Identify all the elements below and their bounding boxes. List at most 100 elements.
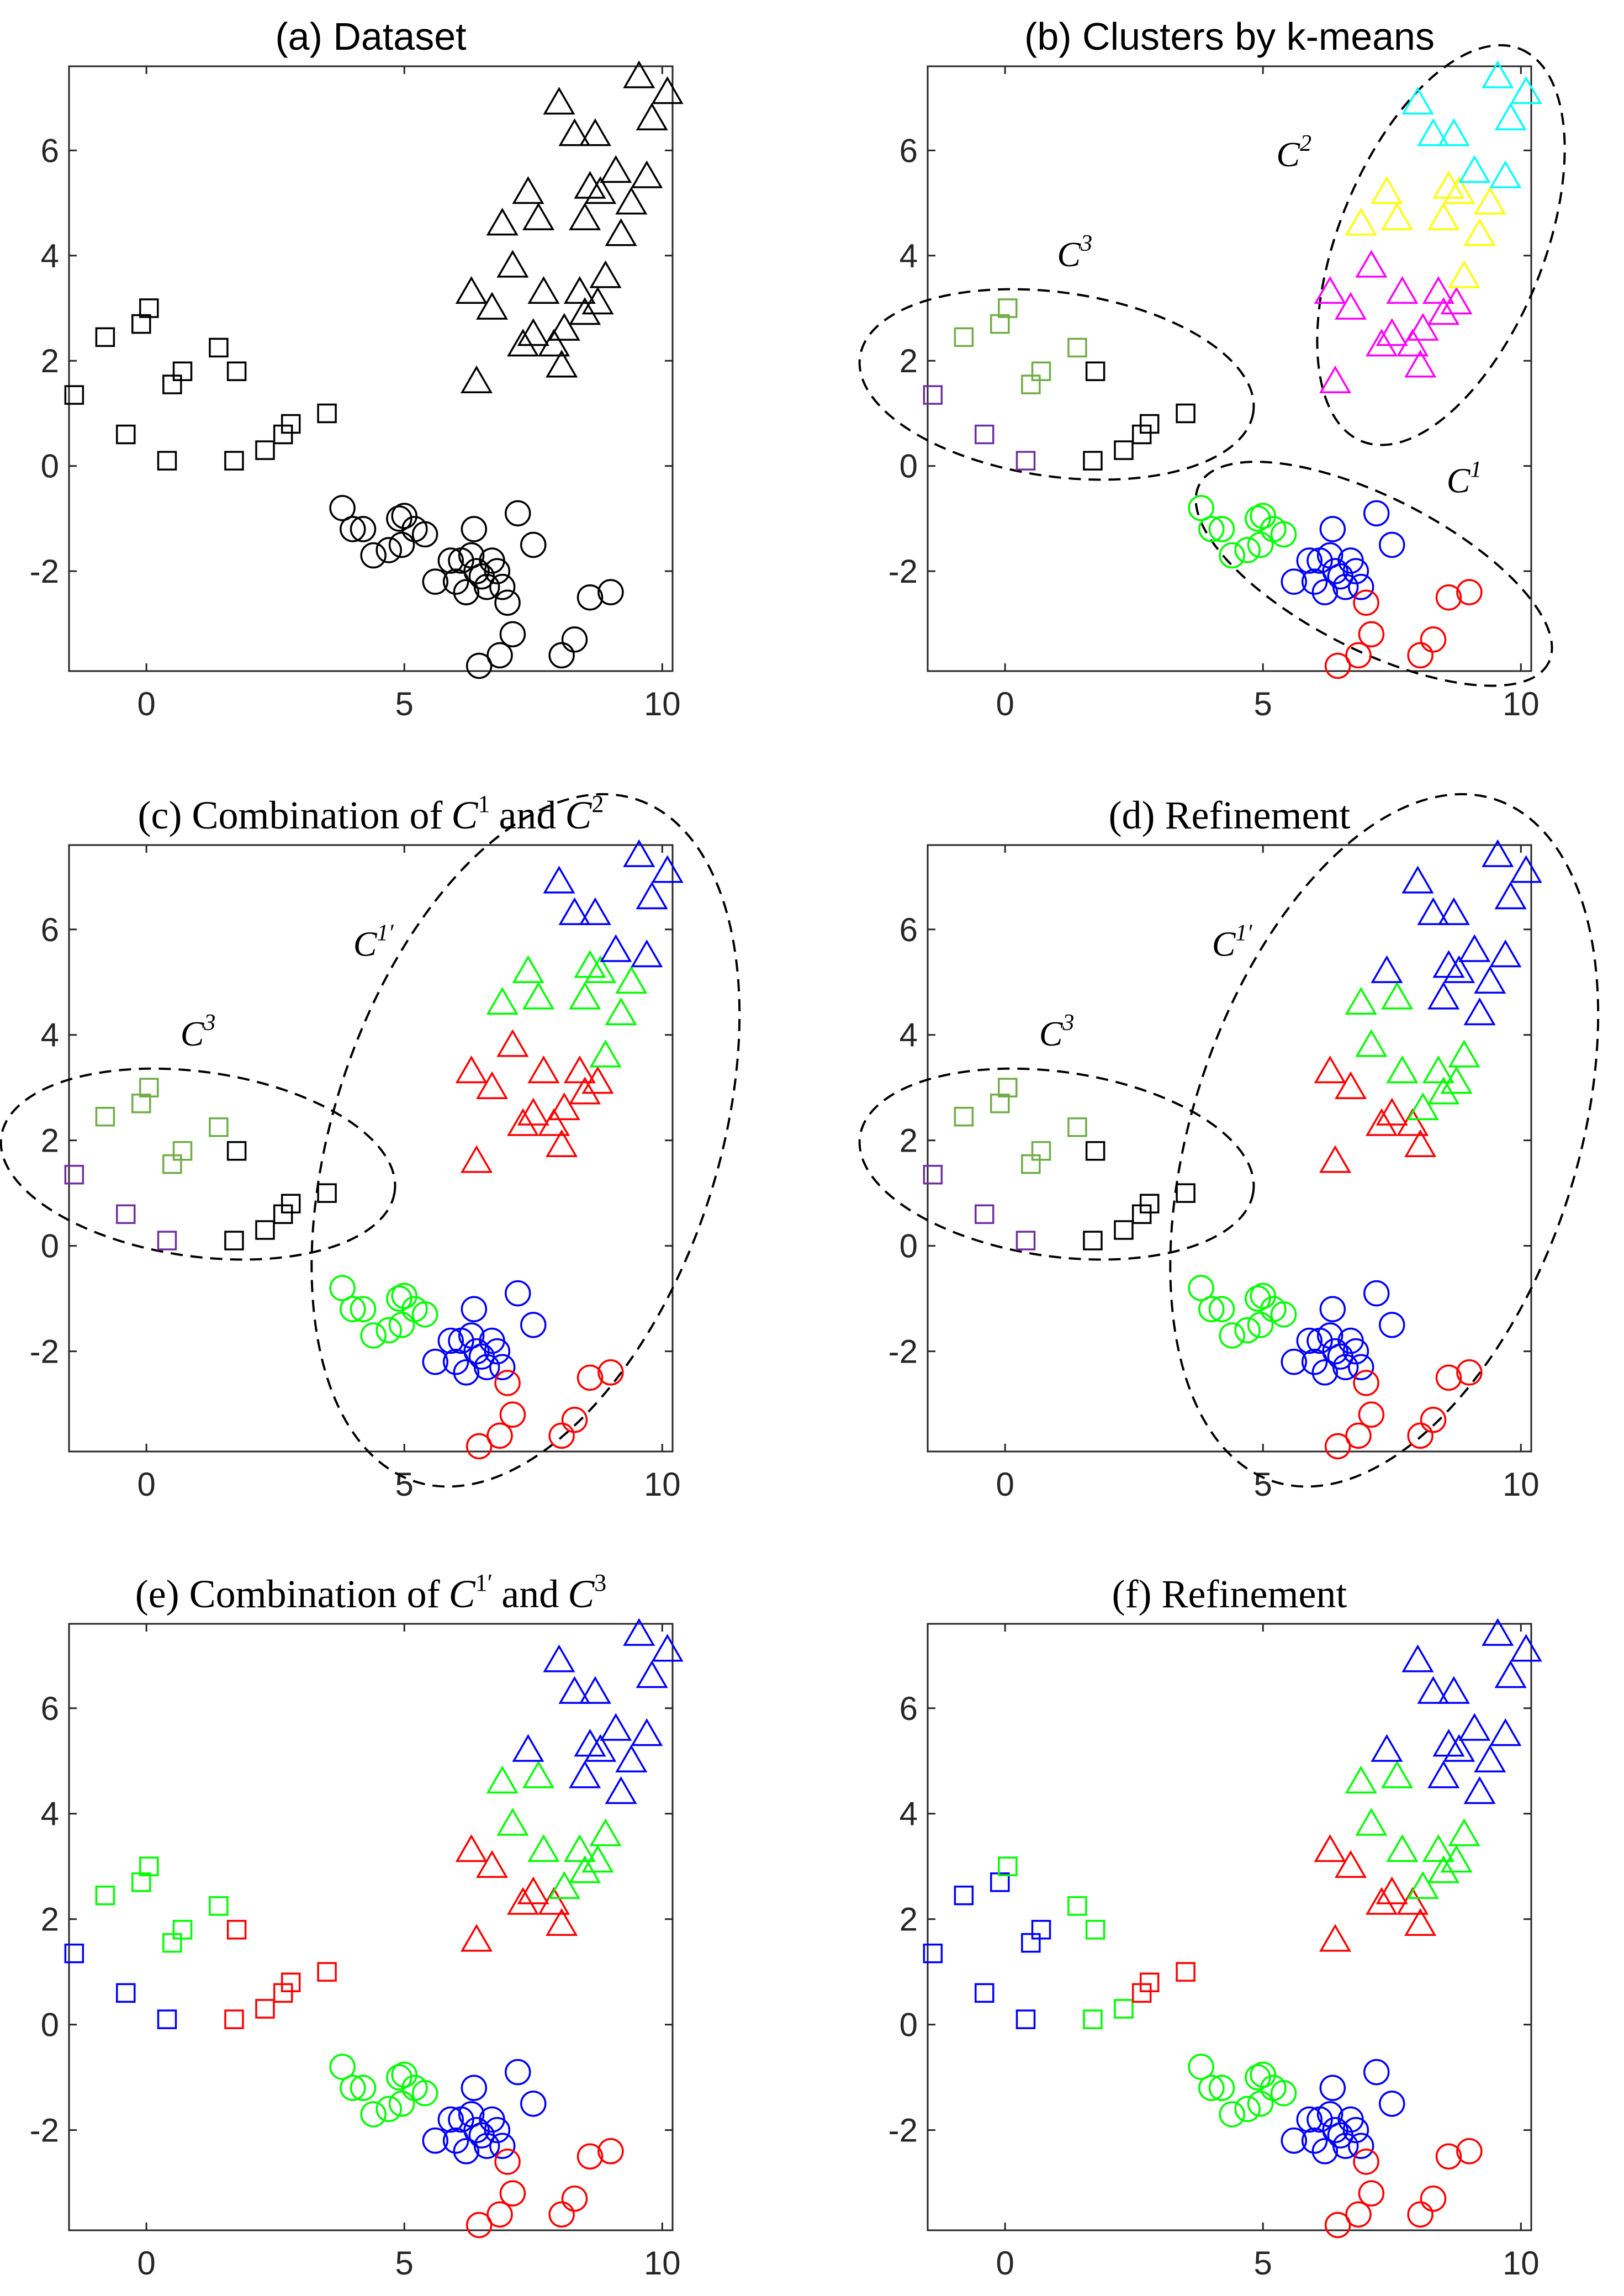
triangle-point — [522, 202, 555, 230]
circle-point — [350, 2075, 377, 2101]
circle-point — [499, 621, 526, 648]
title-and: and — [501, 1572, 559, 1616]
triangle-point — [1463, 1776, 1496, 1804]
circle-point — [1347, 1354, 1374, 1380]
triangle-point — [1417, 897, 1450, 925]
circle-point — [1188, 1275, 1214, 1301]
triangle-point — [486, 208, 519, 236]
triangle-point — [512, 176, 544, 204]
triangle-point — [1366, 329, 1398, 357]
triangle-point — [558, 118, 591, 146]
triangle-point — [1376, 318, 1408, 346]
triangle-point — [636, 102, 668, 130]
square-point — [273, 424, 293, 445]
circle-point — [473, 573, 500, 600]
cluster-label-base: C — [353, 925, 378, 964]
triangle-point — [1510, 1634, 1542, 1662]
circle-point — [388, 1312, 415, 1338]
circle-point — [1311, 579, 1339, 605]
circle-point — [494, 1370, 521, 1396]
triangle-point — [569, 1760, 601, 1788]
square-point — [990, 1872, 1010, 1892]
x-tick-label: 5 — [1254, 685, 1272, 722]
circle-point — [1353, 1370, 1379, 1396]
triangle-point — [1482, 1618, 1514, 1646]
circle-point — [1353, 2149, 1379, 2175]
circle-point — [1208, 1296, 1235, 1322]
square-point — [1031, 361, 1051, 382]
square-point — [923, 385, 943, 405]
square-point — [1085, 361, 1105, 382]
circle-point — [411, 2080, 438, 2107]
square-point — [975, 1983, 994, 2003]
square-point — [139, 298, 159, 318]
circle-point — [1319, 2075, 1346, 2101]
triangle-point — [1437, 118, 1470, 146]
square-point — [1031, 1920, 1051, 1940]
cluster-ellipse — [1169, 793, 1600, 1488]
circle-point — [422, 1348, 449, 1375]
cluster-label-sup: 3 — [1062, 1010, 1074, 1036]
triangle-point — [631, 160, 663, 188]
title-cluster-1: C — [451, 793, 478, 837]
y-tick-label: 6 — [41, 911, 59, 948]
circle-point — [375, 537, 402, 563]
triangle-point — [1371, 955, 1403, 983]
triangle-point — [615, 1744, 648, 1772]
cluster-label-sup: 3 — [203, 1010, 215, 1036]
circle-point — [437, 2106, 464, 2133]
circle-point — [1420, 1406, 1447, 1433]
triangle-point — [651, 855, 684, 883]
circle-point — [1301, 568, 1328, 595]
circle-point — [1319, 1296, 1346, 1322]
triangle-point — [527, 276, 560, 304]
circle-point — [1322, 558, 1348, 584]
circle-point — [1379, 2091, 1405, 2117]
circle-point — [494, 589, 521, 616]
circle-point — [1270, 1301, 1297, 1328]
square-point — [1067, 337, 1087, 358]
circle-point — [1234, 1317, 1261, 1344]
circle-point — [1316, 1322, 1343, 1349]
cluster-ellipse — [310, 793, 741, 1488]
circle-point — [463, 2116, 490, 2144]
circle-point — [388, 2091, 415, 2117]
circle-point — [1208, 2075, 1235, 2101]
cluster-label: C3 — [181, 1010, 216, 1053]
triangle-point — [1355, 1808, 1388, 1836]
chart-title: (e) Combination of C1′ and C3 — [135, 1569, 607, 1616]
triangle-point — [1404, 350, 1437, 378]
circle-point — [458, 1322, 485, 1349]
circle-point — [360, 1322, 387, 1349]
square-point — [131, 1872, 151, 1892]
square-point — [273, 1983, 293, 2003]
square-point — [1083, 1231, 1103, 1250]
circle-point — [458, 2101, 485, 2128]
square-point — [226, 1141, 247, 1161]
title-cluster-2-sup: 2 — [591, 790, 604, 817]
square-point — [281, 1194, 301, 1214]
chart-title: (d) Refinement — [1109, 793, 1351, 837]
square-point — [226, 1920, 247, 1940]
triangle-point — [623, 1618, 655, 1646]
triangle-point — [1396, 1887, 1429, 1915]
x-tick-label: 0 — [996, 1466, 1014, 1503]
x-tick-label: 0 — [137, 685, 155, 722]
circle-point — [340, 1296, 366, 1322]
triangle-point — [1401, 865, 1434, 894]
y-tick-label: 6 — [900, 132, 918, 169]
triangle-point — [1417, 118, 1450, 146]
y-tick-label: -2 — [30, 1333, 59, 1370]
circle-point — [1316, 542, 1343, 569]
circle-point — [1281, 2127, 1308, 2154]
circle-point — [458, 542, 485, 569]
cluster-label-sup: 1′ — [377, 921, 394, 946]
x-tick-label: 5 — [1254, 2245, 1272, 2282]
square-point — [1067, 1896, 1087, 1916]
triangle-point — [1366, 1108, 1398, 1136]
square-point — [95, 1885, 115, 1906]
circle-point — [375, 1317, 402, 1344]
triangle-point — [507, 1887, 539, 1915]
triangle-point — [1355, 250, 1388, 278]
